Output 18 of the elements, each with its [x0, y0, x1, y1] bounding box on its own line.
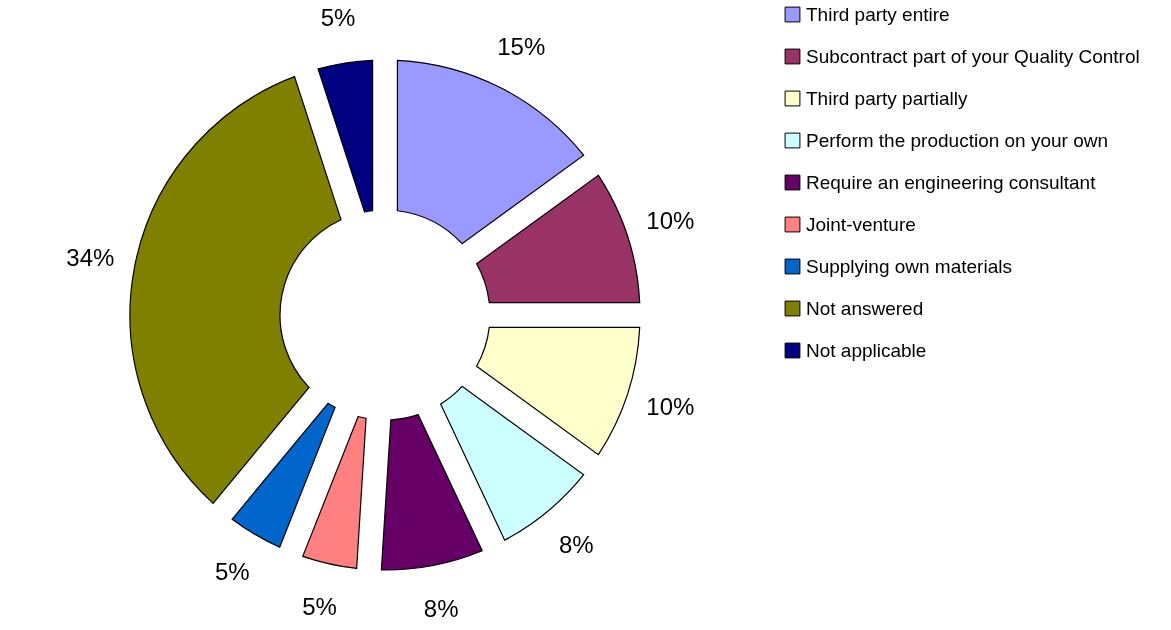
data-label: 10% — [646, 392, 695, 420]
legend-label: Subcontract part of your Quality Control — [806, 45, 1140, 67]
legend-label: Not answered — [806, 297, 924, 319]
legend-label: Joint-venture — [806, 213, 916, 235]
legend-label: Not applicable — [806, 339, 927, 361]
data-label: 5% — [320, 3, 356, 31]
data-label: 34% — [66, 243, 115, 271]
data-label: 5% — [302, 592, 337, 620]
legend-label: Perform the production on your own — [806, 129, 1109, 151]
legend-label: Third party partially — [806, 87, 969, 109]
data-label: 10% — [646, 207, 695, 235]
legend-label: Supplying own materials — [806, 255, 1012, 277]
legend-label: Third party entire — [806, 3, 950, 25]
data-label: 15% — [497, 32, 546, 60]
data-label: 8% — [558, 531, 594, 559]
data-label: 8% — [423, 594, 459, 622]
legend-label: Require an engineering consultant — [806, 171, 1097, 193]
data-label: 5% — [214, 558, 250, 586]
